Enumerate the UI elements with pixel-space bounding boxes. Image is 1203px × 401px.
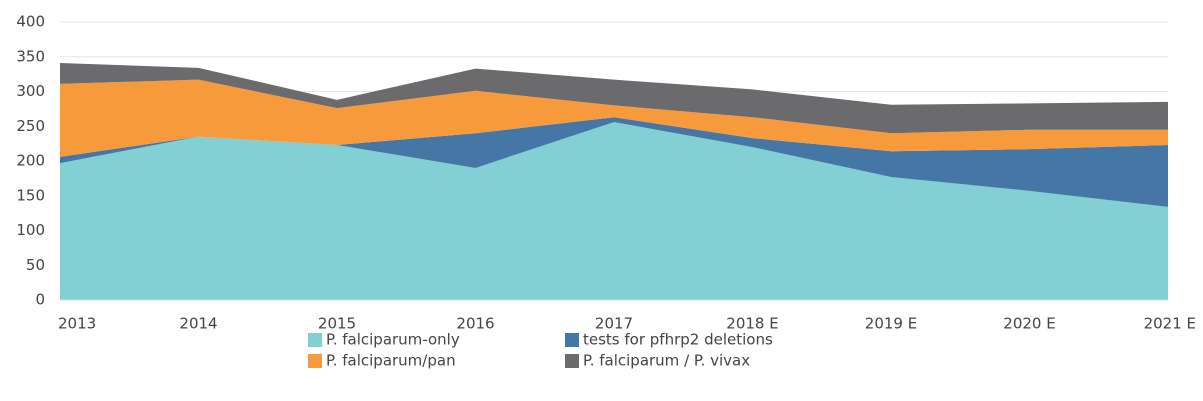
area — [60, 63, 1168, 134]
x-tick-label: 2016 — [456, 315, 494, 333]
legend-swatch — [565, 354, 579, 368]
y-tick-label: 250 — [16, 117, 45, 135]
y-tick-label: 200 — [16, 152, 45, 170]
x-tick-label: 2020 E — [1003, 315, 1055, 333]
area — [60, 122, 1168, 300]
x-tick-label: 2014 — [179, 315, 217, 333]
x-tick-label: 2018 E — [726, 315, 778, 333]
legend-swatch — [565, 333, 579, 347]
area — [60, 117, 1168, 207]
y-tick-label: 100 — [16, 221, 45, 239]
legend-swatch — [308, 354, 322, 368]
legend-swatch — [308, 333, 322, 347]
legend-label: P. falciparum / P. vivax — [583, 352, 750, 370]
x-tick-label: 2021 E — [1144, 315, 1196, 333]
y-tick-label: 50 — [26, 256, 45, 274]
y-tick-label: 400 — [16, 13, 45, 31]
y-tick-label: 300 — [16, 82, 45, 100]
y-tick-label: 150 — [16, 186, 45, 204]
x-tick-label: 2015 — [318, 315, 356, 333]
x-tick-label: 2019 E — [865, 315, 917, 333]
legend-label: P. falciparum/pan — [326, 352, 456, 370]
legend-label: tests for pfhrp2 deletions — [583, 331, 773, 349]
y-tick-label: 350 — [16, 47, 45, 65]
legend-label: P. falciparum-only — [326, 331, 460, 349]
x-tick-label: 2013 — [58, 315, 96, 333]
y-tick-label: 0 — [35, 291, 45, 309]
area — [60, 79, 1168, 157]
x-tick-label: 2017 — [595, 315, 633, 333]
